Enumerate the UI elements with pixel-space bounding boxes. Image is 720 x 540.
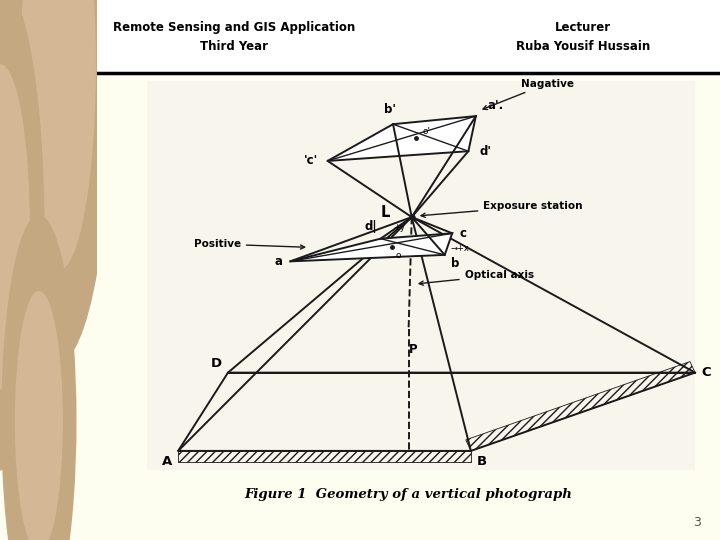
Text: →+x: →+x [451, 244, 470, 253]
Text: b': b' [384, 103, 396, 116]
Text: L: L [381, 205, 390, 220]
Text: Remote Sensing and GIS Application
Third Year: Remote Sensing and GIS Application Third… [113, 21, 356, 53]
Text: 3: 3 [693, 516, 701, 529]
Text: +y: +y [393, 223, 405, 232]
Text: Figure 1  Geometry of a vertical photograph: Figure 1 Geometry of a vertical photogra… [245, 488, 572, 501]
Circle shape [0, 65, 29, 389]
Text: Lecturer
Ruba Yousif Hussain: Lecturer Ruba Yousif Hussain [516, 21, 650, 53]
Text: a: a [275, 255, 283, 268]
Bar [147, 81, 695, 470]
Text: B: B [477, 455, 487, 468]
Text: P: P [409, 343, 418, 356]
Polygon shape [290, 233, 452, 261]
Bar [97, 0, 720, 73]
Polygon shape [328, 116, 476, 161]
Text: A: A [162, 455, 172, 468]
Text: Positive: Positive [194, 239, 305, 249]
Text: o: o [396, 252, 401, 260]
Text: Optical axis: Optical axis [419, 271, 534, 285]
Text: o': o' [423, 127, 431, 136]
Text: d|: d| [365, 220, 377, 233]
Text: 'c': 'c' [304, 154, 318, 167]
Text: c: c [459, 227, 467, 240]
Circle shape [0, 0, 44, 470]
Circle shape [22, 0, 95, 270]
Text: D: D [211, 357, 222, 370]
Circle shape [2, 216, 76, 540]
Text: Exposure station: Exposure station [421, 201, 582, 218]
Circle shape [16, 292, 62, 540]
Text: C: C [701, 366, 711, 379]
Text: d': d' [480, 145, 492, 158]
Text: Nagative: Nagative [483, 79, 574, 110]
Text: b: b [451, 257, 459, 270]
Circle shape [5, 0, 112, 362]
Text: a'.: a'. [487, 99, 503, 112]
